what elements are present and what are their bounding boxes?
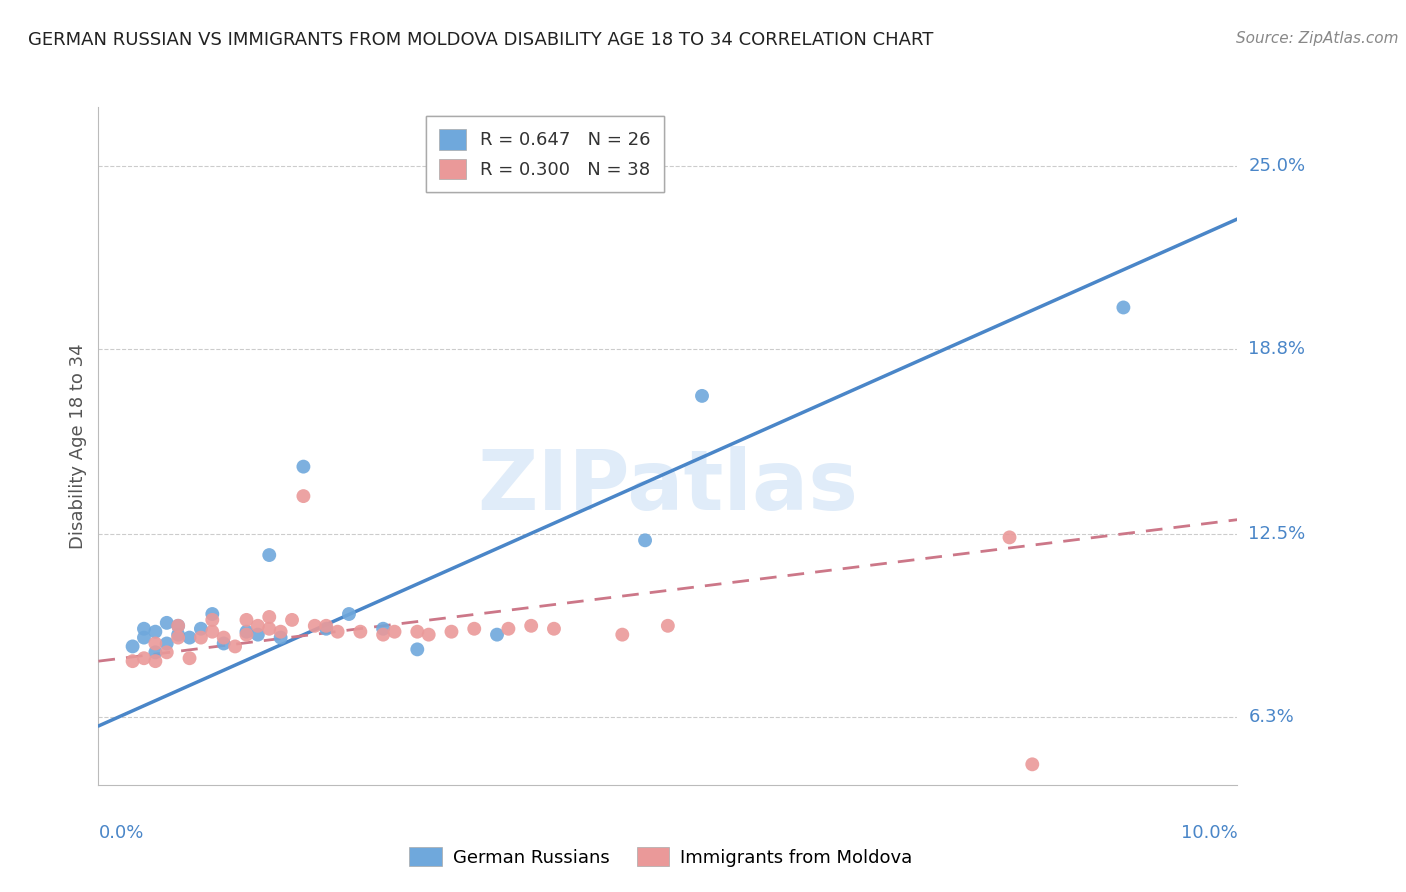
Text: 6.3%: 6.3% — [1249, 708, 1294, 726]
Point — [406, 642, 429, 657]
Point — [498, 622, 520, 636]
Point — [246, 619, 269, 633]
Point — [132, 622, 155, 636]
Point — [292, 489, 315, 503]
Point — [145, 645, 167, 659]
Point — [406, 624, 429, 639]
Point — [337, 607, 360, 621]
Point — [212, 631, 235, 645]
Point — [145, 636, 167, 650]
Point — [315, 619, 337, 633]
Legend: German Russians, Immigrants from Moldova: German Russians, Immigrants from Moldova — [402, 840, 920, 874]
Point — [224, 640, 246, 654]
Point — [998, 530, 1021, 544]
Point — [167, 619, 190, 633]
Point — [121, 640, 143, 654]
Point — [270, 624, 292, 639]
Point — [167, 619, 190, 633]
Point — [121, 654, 143, 668]
Point — [1112, 301, 1135, 315]
Point — [235, 613, 257, 627]
Point — [373, 627, 395, 641]
Y-axis label: Disability Age 18 to 34: Disability Age 18 to 34 — [69, 343, 87, 549]
Point — [235, 624, 257, 639]
Point — [145, 654, 167, 668]
Text: 0.0%: 0.0% — [98, 824, 143, 842]
Point — [259, 622, 281, 636]
Text: 25.0%: 25.0% — [1249, 157, 1306, 175]
Point — [690, 389, 713, 403]
Point — [179, 651, 201, 665]
Point — [543, 622, 565, 636]
Point — [440, 624, 463, 639]
Text: 18.8%: 18.8% — [1249, 340, 1305, 358]
Point — [212, 636, 235, 650]
Text: ZIPatlas: ZIPatlas — [478, 446, 858, 527]
Point — [259, 610, 281, 624]
Point — [634, 533, 657, 548]
Point — [520, 619, 543, 633]
Point — [246, 627, 269, 641]
Point — [292, 459, 315, 474]
Point — [657, 619, 679, 633]
Text: 10.0%: 10.0% — [1181, 824, 1237, 842]
Point — [179, 631, 201, 645]
Point — [167, 627, 190, 641]
Text: GERMAN RUSSIAN VS IMMIGRANTS FROM MOLDOVA DISABILITY AGE 18 TO 34 CORRELATION CH: GERMAN RUSSIAN VS IMMIGRANTS FROM MOLDOV… — [28, 31, 934, 49]
Text: 12.5%: 12.5% — [1249, 525, 1306, 543]
Point — [132, 631, 155, 645]
Point — [201, 624, 224, 639]
Point — [259, 548, 281, 562]
Point — [349, 624, 371, 639]
Point — [235, 627, 257, 641]
Point — [315, 622, 337, 636]
Point — [463, 622, 485, 636]
Point — [132, 651, 155, 665]
Point — [156, 636, 179, 650]
Point — [156, 615, 179, 630]
Point — [145, 624, 167, 639]
Point — [486, 627, 509, 641]
Point — [156, 645, 179, 659]
Text: Source: ZipAtlas.com: Source: ZipAtlas.com — [1236, 31, 1399, 46]
Point — [326, 624, 349, 639]
Point — [304, 619, 326, 633]
Point — [167, 631, 190, 645]
Point — [270, 631, 292, 645]
Point — [418, 627, 440, 641]
Point — [281, 613, 304, 627]
Point — [1021, 757, 1043, 772]
Point — [201, 607, 224, 621]
Point — [384, 624, 406, 639]
Legend: R = 0.647   N = 26, R = 0.300   N = 38: R = 0.647 N = 26, R = 0.300 N = 38 — [426, 116, 664, 192]
Point — [373, 622, 395, 636]
Point — [190, 631, 212, 645]
Point — [612, 627, 634, 641]
Point — [190, 622, 212, 636]
Point — [201, 613, 224, 627]
